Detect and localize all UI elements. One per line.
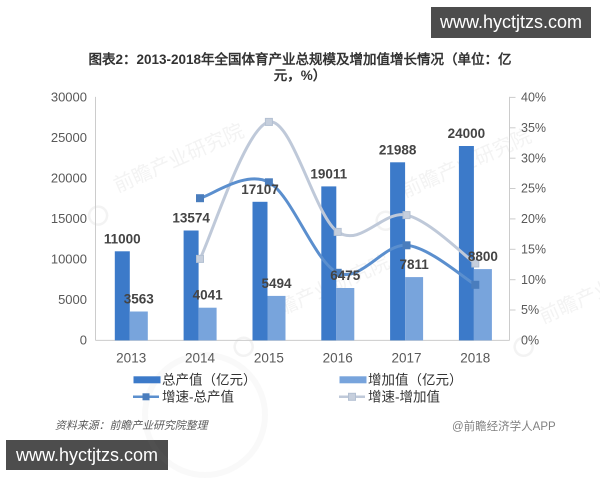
svg-text:7811: 7811 [399, 257, 429, 272]
svg-text:25%: 25% [521, 182, 546, 196]
svg-text:13574: 13574 [172, 211, 210, 226]
svg-text:4041: 4041 [193, 288, 224, 303]
svg-text:5000: 5000 [58, 292, 87, 307]
svg-text:19011: 19011 [310, 166, 347, 181]
svg-text:24000: 24000 [448, 126, 486, 141]
svg-text:@前瞻经济学人APP: @前瞻经济学人APP [452, 419, 556, 433]
svg-text:20%: 20% [521, 212, 546, 226]
svg-text:前瞻产业研究院: 前瞻产业研究院 [536, 251, 600, 329]
svg-text:总产值（亿元）: 总产值（亿元） [162, 373, 257, 388]
svg-text:30000: 30000 [51, 90, 87, 105]
svg-text:21988: 21988 [379, 142, 417, 157]
svg-text:11000: 11000 [104, 231, 141, 246]
svg-text:2013: 2013 [116, 350, 146, 365]
svg-text:增速-总产值: 增速-总产值 [162, 389, 234, 404]
svg-text:15000: 15000 [51, 211, 87, 226]
svg-text:增速-增加值: 增速-增加值 [368, 389, 440, 404]
svg-text:3563: 3563 [124, 292, 155, 307]
svg-text:2017: 2017 [391, 350, 421, 365]
svg-text:资料来源：前瞻产业研究院整理: 资料来源：前瞻产业研究院整理 [55, 419, 210, 432]
svg-text:30%: 30% [521, 151, 546, 165]
svg-text:40%: 40% [521, 91, 546, 105]
svg-text:8800: 8800 [468, 249, 498, 264]
svg-text:0%: 0% [521, 334, 539, 348]
svg-text:5%: 5% [521, 303, 539, 317]
svg-text:6475: 6475 [330, 268, 361, 283]
svg-text:20000: 20000 [51, 171, 87, 186]
svg-text:2016: 2016 [323, 350, 353, 365]
svg-text:35%: 35% [521, 121, 546, 135]
svg-text:25000: 25000 [51, 130, 87, 145]
svg-text:2014: 2014 [185, 350, 216, 365]
svg-text:10%: 10% [521, 273, 546, 287]
svg-text:15%: 15% [521, 243, 546, 257]
svg-text:0: 0 [80, 333, 87, 348]
svg-text:10000: 10000 [51, 252, 87, 267]
svg-text:2015: 2015 [254, 350, 284, 365]
svg-text:增加值（亿元）: 增加值（亿元） [368, 373, 463, 388]
svg-text:17107: 17107 [241, 182, 279, 197]
svg-text:5494: 5494 [261, 276, 292, 291]
svg-text:2018: 2018 [460, 350, 490, 365]
